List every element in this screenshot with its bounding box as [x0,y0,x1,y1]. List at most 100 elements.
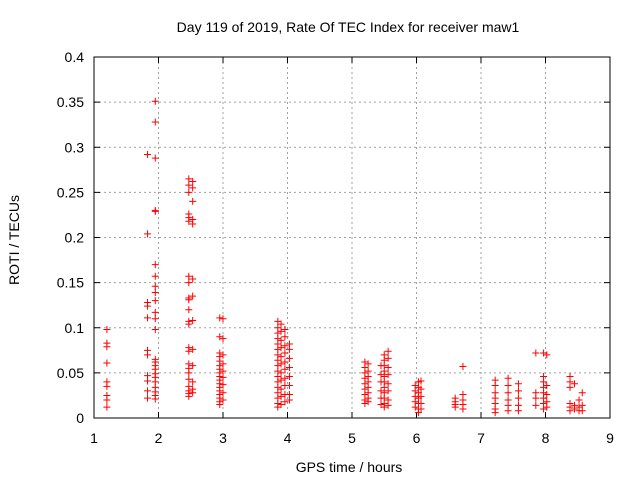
data-point [185,375,193,383]
data-point [103,343,111,351]
data-point [281,398,289,406]
data-point [277,369,285,377]
data-point [277,376,285,384]
data-point [384,380,392,388]
data-point [219,396,227,404]
data-point [185,279,193,287]
data-point [532,394,540,402]
data-point [151,97,159,105]
data-point [543,403,551,411]
data-point [216,400,224,408]
data-point [185,181,193,189]
data-point [384,387,392,395]
data-point [566,407,574,415]
data-point [540,405,548,413]
data-point [281,349,289,357]
data-points [103,97,586,417]
data-point [185,306,193,314]
data-point [151,207,159,215]
data-point [566,383,574,391]
x-tick-label: 5 [348,430,356,446]
data-point [281,358,289,366]
data-point [459,405,467,413]
plot-frame [93,56,611,419]
data-point [281,326,289,334]
y-axis-label: ROTI / TECUs [6,195,22,285]
y-tick-label: 0.2 [65,230,85,246]
data-point [151,315,159,323]
data-point [185,175,193,183]
data-point [571,380,579,388]
data-point [543,391,551,399]
data-point [514,380,522,388]
data-point [543,382,551,390]
x-tick-label: 1 [90,430,98,446]
data-point [451,403,459,411]
data-point [285,382,293,390]
data-point [417,385,425,393]
data-point [277,336,285,344]
y-tick-label: 0.1 [65,320,85,336]
data-point [216,333,224,341]
data-point [514,387,522,395]
data-point [285,396,293,404]
data-point [219,360,227,368]
data-point [144,351,152,359]
y-tick-label: 0.15 [57,275,84,291]
data-point [219,381,227,389]
data-point [189,275,197,283]
data-point [103,326,111,334]
data-point [277,360,285,368]
data-point [277,385,285,393]
data-point [384,401,392,409]
data-point [189,178,197,186]
data-point [285,354,293,362]
data-point [151,282,159,290]
data-point [219,351,227,359]
x-tick-label: 4 [284,430,292,446]
data-point [514,394,522,402]
data-point [151,308,159,316]
data-point [151,118,159,126]
data-point [285,345,293,353]
y-tick-labels: 0 0.05 0.1 0.15 0.2 0.25 0.3 0.35 0.4 [57,49,84,426]
y-tick-label: 0.3 [65,139,85,155]
data-point [189,345,197,353]
data-point [364,360,372,368]
data-point [185,296,193,304]
data-point [384,371,392,379]
data-point [277,392,285,400]
data-point [151,289,159,297]
grid-lines [94,57,610,418]
data-point [575,396,583,404]
data-point [103,359,111,367]
data-point [364,398,372,406]
data-point [532,401,540,409]
data-point [281,374,289,382]
x-tick-label: 9 [606,430,614,446]
y-tick-label: 0.25 [57,184,84,200]
data-point [144,387,152,395]
data-point [504,374,512,382]
data-point [285,372,293,380]
data-point [219,367,227,375]
data-point [281,365,289,373]
data-point [151,261,159,269]
data-point [185,320,193,328]
data-point [185,392,193,400]
data-point [189,220,197,228]
data-point [532,349,540,357]
data-point [491,409,499,417]
data-point [219,373,227,381]
data-point [144,314,152,322]
data-point [414,409,422,417]
data-point [380,403,388,411]
data-point [285,363,293,371]
data-point [103,396,111,404]
data-point [277,344,285,352]
data-point [219,389,227,397]
data-point [151,272,159,280]
data-point [103,403,111,411]
data-point [219,335,227,343]
data-point [504,389,512,397]
